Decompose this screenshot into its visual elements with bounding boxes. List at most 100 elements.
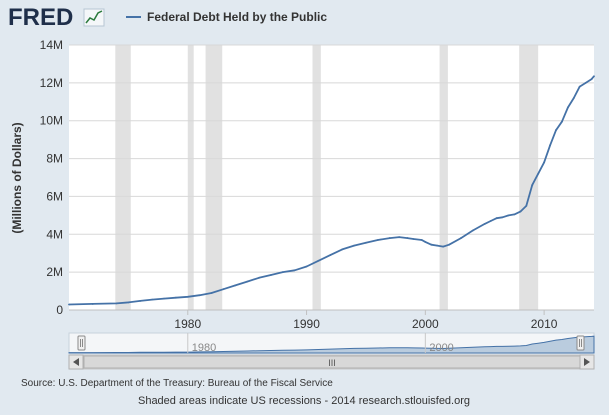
data-point [555, 129, 557, 132]
data-point [483, 222, 486, 225]
data-point [543, 161, 546, 164]
data-point [115, 302, 118, 305]
y-tick-label: 12M [40, 76, 63, 90]
data-point [305, 265, 308, 268]
navigator-series [68, 335, 595, 354]
grid-lines [69, 44, 594, 273]
data-point [234, 284, 237, 287]
recession-band [312, 45, 321, 310]
data-point [341, 248, 344, 251]
recession-band [205, 45, 223, 310]
fred-logo: FRED [8, 4, 73, 31]
data-point [507, 214, 510, 217]
data-point [388, 237, 391, 239]
data-point [572, 97, 575, 99]
fred-logo-graph-icon [83, 8, 105, 27]
data-point [430, 243, 433, 246]
y-axis-title: (Millions of Dollars) [10, 122, 24, 233]
data-point [519, 210, 522, 213]
data-point [436, 244, 439, 247]
data-point [163, 297, 165, 300]
recession-bands [115, 45, 539, 310]
data-point [442, 245, 445, 248]
data-point [91, 303, 94, 305]
navigator-tick-label: 1980 [192, 342, 216, 354]
navigator-handle-left[interactable] [77, 335, 86, 351]
data-point [293, 269, 296, 272]
recession-band [187, 45, 194, 310]
data-point [68, 303, 70, 306]
y-axis-labels: 0 2M 4M 6M 8M 10M 12M 14M [40, 38, 64, 317]
y-tick-label: 4M [46, 227, 63, 241]
x-axis-ticks [187, 310, 545, 315]
recession-band [519, 45, 539, 310]
data-point [495, 217, 498, 220]
data-point [139, 300, 142, 302]
data-point [175, 296, 177, 299]
data-point [549, 144, 551, 147]
data-point [258, 276, 260, 279]
x-tick-label: 2000 [412, 317, 439, 331]
legend-label[interactable]: Federal Debt Held by the Public [147, 10, 327, 24]
recession-band [439, 45, 448, 310]
recession-note: Shaded areas indicate US recessions - 20… [138, 395, 470, 407]
data-point [222, 288, 225, 291]
arrow-right-icon [584, 358, 590, 366]
y-tick-label: 10M [40, 114, 63, 128]
x-axis-labels: 1980 1990 2000 2010 [174, 317, 557, 331]
navigator-tick-label: 2000 [429, 342, 453, 354]
data-point [412, 238, 415, 240]
y-tick-label: 0 [56, 303, 63, 317]
data-point [460, 237, 462, 239]
x-tick-label: 1990 [293, 317, 320, 331]
data-point [127, 301, 130, 304]
x-tick-label: 2010 [531, 317, 558, 331]
data-point [270, 274, 272, 276]
y-tick-label: 2M [46, 265, 63, 279]
data-point [376, 239, 379, 241]
data-point [406, 237, 409, 239]
data-point [531, 184, 534, 186]
plot-area [69, 45, 594, 310]
data-point [281, 271, 284, 274]
data-point [471, 229, 474, 232]
navigator-handle-right[interactable] [576, 335, 585, 351]
scroll-left-button[interactable] [68, 354, 84, 370]
data-point [593, 75, 595, 78]
data-point [246, 280, 249, 283]
data-point [151, 298, 154, 301]
data-point [186, 295, 189, 298]
data-point [424, 240, 427, 243]
data-point [525, 204, 528, 207]
navigator-labels: 1980 2000 [187, 333, 454, 354]
data-point [317, 259, 320, 262]
data-point [513, 213, 516, 216]
y-tick-label: 14M [40, 38, 63, 52]
data-point [398, 236, 401, 239]
data-point [566, 106, 569, 109]
scrollbar-grip: III [328, 358, 336, 368]
series-layer [68, 75, 595, 306]
data-point [561, 120, 563, 123]
data-point [210, 292, 213, 294]
arrow-left-icon [73, 358, 79, 366]
data-point [489, 220, 492, 222]
data-point [501, 216, 504, 219]
data-point [537, 172, 540, 175]
data-point [420, 239, 423, 241]
scroll-right-button[interactable] [579, 354, 595, 370]
data-point [448, 243, 450, 246]
x-tick-label: 1980 [174, 317, 201, 331]
data-point [584, 81, 587, 84]
recession-band [115, 45, 131, 310]
y-tick-label: 8M [46, 152, 63, 166]
data-point [329, 254, 332, 257]
data-point [578, 85, 581, 88]
data-point [198, 294, 201, 297]
data-point [353, 244, 355, 247]
source-text: Source: U.S. Department of the Treasury:… [21, 378, 333, 389]
y-tick-label: 6M [46, 189, 63, 203]
data-point [365, 241, 367, 244]
